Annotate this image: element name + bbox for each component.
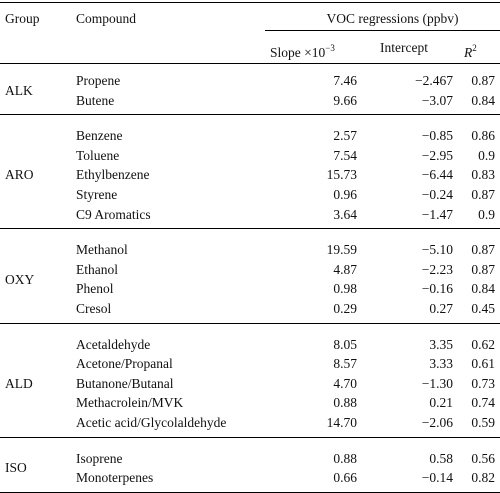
- slope-cell: 8.05: [333, 336, 357, 352]
- r2-cell: 0.45: [471, 301, 495, 316]
- slope-cell: 19.59: [326, 242, 357, 258]
- header-slope: Slope ×10−3: [270, 43, 335, 60]
- compound-cell: Propene: [76, 73, 121, 88]
- group-separator-rule: [0, 228, 500, 229]
- header-r2: R2: [464, 43, 477, 60]
- header-slope-exponent: −3: [325, 43, 335, 53]
- compound-cell: Phenol: [76, 281, 114, 297]
- header-compound: Compound: [76, 11, 137, 26]
- compound-cell: Ethanol: [76, 261, 118, 277]
- r2-cell: 0.87: [471, 187, 495, 202]
- header-bottom-rule: [0, 63, 500, 64]
- intercept-cell: −3.07: [421, 92, 453, 108]
- r2-cell: 0.83: [471, 167, 495, 183]
- r2-cell: 0.82: [471, 470, 495, 486]
- header-r2-exponent: 2: [472, 43, 477, 53]
- r2-cell: 0.86: [471, 128, 495, 144]
- group-label: ALD: [5, 375, 33, 391]
- intercept-cell: 3.35: [429, 336, 453, 352]
- compound-cell: Ethylbenzene: [76, 167, 150, 183]
- top-rule: [0, 2, 500, 4]
- compound-cell: Acetaldehyde: [76, 336, 151, 352]
- slope-cell: 14.70: [326, 415, 357, 430]
- compound-cell: Methanol: [76, 242, 128, 258]
- voc-subheader-rule: [265, 30, 500, 31]
- compound-cell: Cresol: [76, 301, 112, 316]
- slope-cell: 4.87: [333, 261, 357, 277]
- compound-cell: Monoterpenes: [76, 470, 154, 486]
- r2-cell: 0.62: [471, 336, 495, 352]
- slope-cell: 9.66: [333, 92, 357, 108]
- slope-cell: 8.57: [333, 356, 357, 372]
- compound-cell: Isoprene: [76, 450, 123, 466]
- compound-cell: Acetone/Propanal: [76, 356, 173, 372]
- intercept-cell: −2.23: [421, 261, 453, 277]
- intercept-cell: −0.16: [421, 281, 453, 297]
- group-separator-rule: [0, 322, 500, 324]
- compound-cell: Butene: [76, 92, 115, 108]
- header-group: Group: [5, 11, 40, 26]
- r2-cell: 0.84: [471, 281, 495, 297]
- group-label: ALK: [5, 82, 33, 98]
- intercept-cell: −1.47: [421, 206, 453, 222]
- intercept-cell: 3.33: [429, 356, 453, 372]
- group-label: ARO: [5, 167, 34, 183]
- slope-cell: 0.66: [333, 470, 357, 486]
- compound-cell: Butanone/Butanal: [76, 375, 174, 391]
- compound-cell: Methacrolein/MVK: [76, 395, 184, 411]
- r2-cell: 0.87: [471, 242, 495, 258]
- slope-cell: 7.54: [333, 147, 357, 163]
- slope-cell: 0.88: [333, 395, 357, 411]
- header-voc-regressions: VOC regressions (ppbv): [326, 11, 459, 26]
- r2-cell: 0.56: [471, 450, 495, 466]
- compound-cell: C9 Aromatics: [76, 206, 151, 222]
- group-label: ISO: [5, 460, 27, 476]
- intercept-cell: −2.467: [415, 73, 453, 88]
- group-label: OXY: [5, 271, 35, 287]
- slope-cell: 2.57: [333, 128, 357, 144]
- compound-cell: Benzene: [76, 128, 123, 144]
- r2-cell: 0.87: [471, 261, 495, 277]
- intercept-cell: −6.44: [421, 167, 453, 183]
- intercept-cell: −0.24: [421, 187, 453, 202]
- r2-cell: 0.84: [471, 92, 495, 108]
- slope-cell: 0.88: [333, 450, 357, 466]
- intercept-cell: −5.10: [421, 242, 453, 258]
- r2-cell: 0.59: [471, 415, 495, 430]
- intercept-cell: −2.95: [421, 147, 453, 163]
- slope-cell: 3.64: [333, 206, 357, 222]
- header-intercept: Intercept: [380, 40, 428, 55]
- intercept-cell: 0.27: [429, 301, 453, 316]
- intercept-cell: −0.85: [421, 128, 453, 144]
- slope-cell: 0.29: [333, 301, 357, 316]
- r2-cell: 0.61: [471, 356, 495, 372]
- intercept-cell: −2.06: [421, 415, 453, 430]
- intercept-cell: −1.30: [421, 375, 453, 391]
- slope-cell: 0.98: [333, 281, 357, 297]
- r2-cell: 0.9: [478, 206, 495, 222]
- intercept-cell: −0.14: [421, 470, 453, 486]
- intercept-cell: 0.21: [429, 395, 453, 411]
- compound-cell: Styrene: [76, 187, 118, 202]
- slope-cell: 7.46: [333, 73, 357, 88]
- r2-cell: 0.87: [471, 73, 495, 88]
- group-separator-rule: [0, 114, 500, 115]
- compound-cell: Toluene: [76, 147, 120, 163]
- r2-cell: 0.74: [471, 395, 495, 411]
- slope-cell: 0.96: [333, 187, 357, 202]
- slope-cell: 15.73: [326, 167, 357, 183]
- r2-cell: 0.9: [478, 147, 495, 163]
- r2-cell: 0.73: [471, 375, 495, 391]
- compound-cell: Acetic acid/Glycolaldehyde: [76, 415, 227, 430]
- intercept-cell: 0.58: [429, 450, 453, 466]
- slope-cell: 4.70: [333, 375, 357, 391]
- group-separator-rule: [0, 436, 500, 438]
